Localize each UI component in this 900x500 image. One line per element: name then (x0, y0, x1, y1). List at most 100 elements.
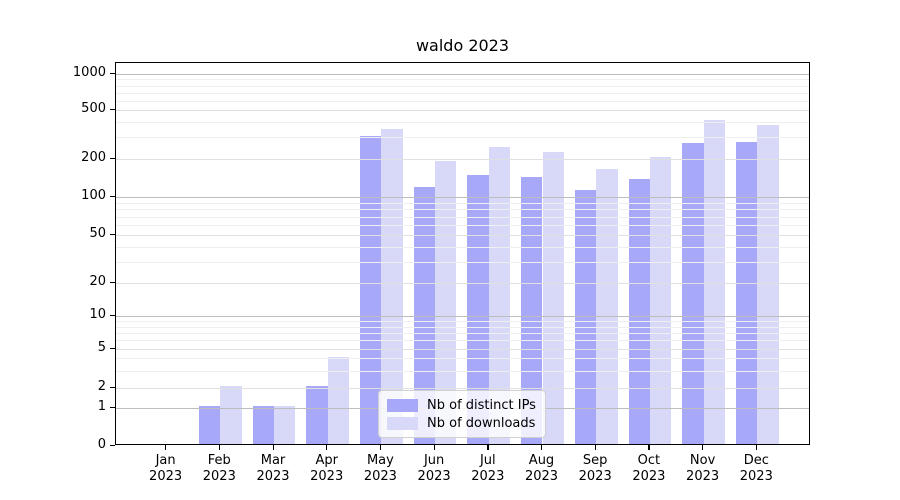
x-tick-month: Aug (528, 453, 555, 468)
x-tick-month: Mar (260, 453, 286, 468)
x-tick-label: May 2023 (348, 453, 412, 485)
x-tick-month: Jan (155, 453, 176, 468)
y-tick-label: 200 (81, 150, 106, 165)
y-tick-mark (110, 406, 115, 408)
bar-downloads-nov (703, 119, 725, 444)
x-tick-month: Nov (689, 453, 716, 468)
legend-item-distinct-ips: Nb of distinct IPs (387, 398, 537, 413)
x-tick-mark (272, 445, 274, 450)
y-tick-label: 100 (81, 188, 106, 203)
x-tick-label: Jun 2023 (402, 453, 466, 485)
x-tick-label: Sep 2023 (563, 453, 627, 485)
bar-distinct-ips-dec (735, 141, 758, 444)
x-tick-label: Oct 2023 (617, 453, 681, 485)
bar-distinct-ips-jul (467, 174, 489, 444)
bar-downloads-sep (596, 169, 618, 444)
x-tick-mark (702, 445, 704, 450)
y-tick-label: 0 (97, 437, 106, 452)
x-tick-year: 2023 (471, 469, 505, 484)
bar-distinct-ips-jun (413, 187, 436, 444)
bar-distinct-ips-may (360, 136, 382, 444)
bar-distinct-ips-mar (252, 406, 274, 444)
x-tick-mark (433, 445, 435, 450)
y-tick-mark (110, 157, 115, 159)
x-tick-label: Mar 2023 (241, 453, 305, 485)
y-tick-mark (110, 195, 115, 197)
y-tick-mark (110, 347, 115, 349)
x-tick-mark (541, 445, 543, 450)
bar-distinct-ips-sep (574, 189, 597, 444)
bar-distinct-ips-oct (628, 178, 650, 444)
x-tick-mark (755, 445, 758, 450)
x-tick-year: 2023 (739, 469, 773, 484)
bar-downloads-jul (488, 147, 511, 444)
y-tick-label: 1 (97, 399, 106, 414)
plot-area: Nb of distinct IPs Nb of downloads (115, 62, 810, 445)
y-tick-mark (110, 444, 115, 446)
y-tick-mark (110, 314, 115, 316)
x-tick-label: Jan 2023 (134, 453, 198, 485)
bar-distinct-ips-nov (682, 142, 704, 444)
bar-distinct-ips-apr (306, 386, 328, 444)
y-tick-mark (110, 233, 115, 235)
y-tick-label: 1000 (72, 65, 106, 80)
x-tick-month: Jul (479, 453, 496, 468)
bar-downloads-feb (220, 386, 242, 444)
x-tick-mark (218, 445, 221, 450)
chart-title: waldo 2023 (415, 36, 510, 55)
x-tick-year: 2023 (256, 469, 290, 484)
x-tick-label: Nov 2023 (671, 453, 735, 485)
x-tick-mark (326, 445, 328, 450)
x-tick-year: 2023 (363, 469, 397, 484)
x-tick-month: Jun (423, 453, 445, 468)
bar-distinct-ips-feb (198, 406, 221, 444)
legend-item-downloads: Nb of downloads (387, 416, 537, 431)
x-tick-label: Apr 2023 (295, 453, 359, 485)
bar-downloads-mar (274, 406, 296, 444)
x-tick-mark (487, 445, 489, 450)
y-tick-mark (110, 108, 115, 110)
legend: Nb of distinct IPs Nb of downloads (378, 390, 546, 438)
bar-downloads-jun (435, 161, 457, 444)
y-tick-label: 50 (89, 226, 106, 241)
x-tick-year: 2023 (149, 469, 183, 484)
bar-downloads-dec (757, 124, 779, 444)
x-tick-label: Aug 2023 (510, 453, 574, 485)
y-tick-mark (110, 281, 115, 283)
legend-swatch-downloads (387, 417, 418, 430)
x-tick-month: Apr (315, 453, 338, 468)
x-tick-month: May (366, 453, 394, 468)
y-tick-label: 20 (89, 274, 106, 289)
y-tick-label: 10 (89, 307, 106, 322)
bar-distinct-ips-aug (521, 176, 543, 444)
x-tick-mark (594, 445, 596, 450)
y-tick-mark (110, 386, 115, 388)
x-tick-label: Dec 2023 (724, 453, 788, 485)
x-tick-year: 2023 (202, 469, 236, 484)
x-tick-mark (648, 445, 650, 450)
x-tick-month: Oct (637, 453, 661, 468)
legend-swatch-distinct-ips (387, 399, 418, 412)
x-tick-year: 2023 (578, 469, 612, 484)
x-tick-year: 2023 (310, 469, 344, 484)
x-tick-month: Dec (743, 453, 769, 468)
bar-downloads-apr (327, 356, 350, 444)
x-tick-year: 2023 (632, 469, 666, 484)
x-tick-mark (165, 445, 167, 450)
x-tick-year: 2023 (524, 469, 559, 484)
x-tick-month: Sep (582, 453, 608, 468)
bar-downloads-may (381, 129, 403, 444)
y-tick-mark (110, 72, 115, 74)
x-tick-year: 2023 (686, 469, 720, 484)
x-tick-month: Feb (207, 453, 231, 468)
bars-layer (116, 63, 809, 444)
bar-downloads-oct (649, 157, 672, 444)
y-tick-label: 500 (81, 101, 106, 116)
legend-label-distinct-ips: Nb of distinct IPs (427, 398, 536, 413)
x-tick-mark (379, 445, 382, 450)
legend-label-downloads: Nb of downloads (427, 416, 536, 431)
x-tick-year: 2023 (417, 469, 451, 484)
x-tick-label: Jul 2023 (456, 453, 520, 485)
y-tick-label: 2 (97, 379, 106, 394)
